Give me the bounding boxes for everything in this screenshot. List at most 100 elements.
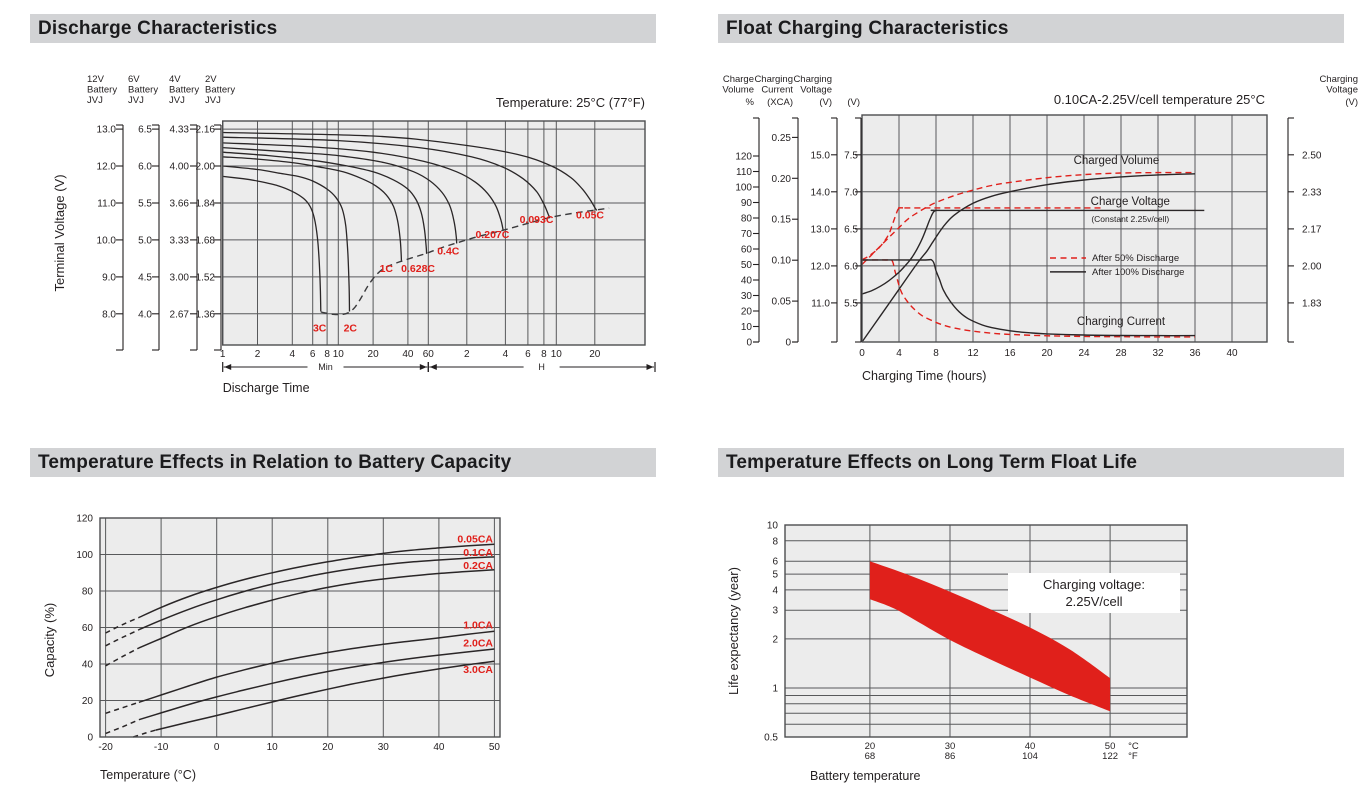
x-tick-label: 0	[214, 742, 220, 753]
y-scale-header: JVJ	[128, 95, 144, 106]
x-tick-label: 24	[1078, 348, 1090, 359]
y-tick-label: 0.20	[772, 174, 792, 185]
series-charging-current-50	[861, 258, 1195, 338]
y-scale-header: 12V	[87, 74, 105, 85]
y-tick-label: 0	[746, 338, 752, 349]
curve-label: 3C	[313, 323, 327, 335]
curve-label: 1.0CA	[463, 619, 493, 631]
y-scale-header: 2V	[205, 74, 217, 85]
x-tick-celsius: 40	[1025, 741, 1036, 752]
series-charged-volume-100	[861, 173, 1196, 343]
discharge-characteristics-chart: 12VBatteryJVJ13.012.011.010.09.08.06VBat…	[52, 74, 656, 395]
x-tick-label: 10	[333, 349, 345, 360]
y-axis-title: Capacity (%)	[42, 603, 57, 677]
section-header-temp-capacity: Temperature Effects in Relation to Batte…	[30, 448, 656, 477]
right-tick-label: 2.33	[1302, 187, 1322, 198]
curve-label: 2C	[344, 323, 358, 335]
series-label: (Constant 2.25v/cell)	[1091, 214, 1169, 224]
y-tick-label: 80	[741, 214, 753, 225]
y-tick-label: 11.0	[811, 298, 830, 309]
x-tick-label: 20	[368, 349, 380, 360]
float-life-chart: Charging voltage:2.25V/cell1086543210.52…	[726, 521, 1188, 783]
series-3.0CA-dashed	[133, 729, 156, 738]
series-0.628C	[222, 151, 428, 254]
y-tick-label: 100	[76, 550, 93, 561]
y-tick-label: 50	[741, 260, 753, 271]
y-scale-unit: (XCA)	[767, 97, 793, 108]
y-tick-label: 1.52	[196, 272, 216, 283]
section-header-discharge: Discharge Characteristics	[30, 14, 656, 43]
y-tick-label: 5.5	[844, 298, 858, 309]
float-charging-characteristics-chart: ChargeVolume%120110100908070605040302010…	[722, 74, 1358, 383]
y-tick-label: 0.5	[764, 733, 778, 744]
y-scale-header: Battery	[87, 85, 117, 96]
plot-border	[861, 114, 1268, 343]
plot-border	[99, 517, 501, 738]
y-tick-label: 100	[735, 183, 752, 194]
x-tick-label: -20	[98, 742, 113, 753]
x-tick-label: 16	[1004, 348, 1016, 359]
x-tick-fahrenheit: 122	[1102, 751, 1118, 762]
right-scale-header: Charging	[1319, 74, 1358, 85]
y-tick-label: 0.15	[772, 215, 792, 226]
right-tick-label: 2.17	[1302, 224, 1322, 235]
curve-label: 0.1CA	[463, 547, 493, 559]
x-tick-label: 2	[464, 349, 470, 360]
series-0.2CA	[138, 569, 495, 649]
x-tick-label: 10	[267, 742, 279, 753]
series-charge-voltage-50	[861, 207, 1103, 261]
y-axis-title: Terminal Voltage (V)	[52, 174, 67, 291]
y-tick-label: 70	[741, 229, 753, 240]
y-tick-label: 60	[82, 623, 94, 634]
curve-label: 3.0CA	[463, 664, 493, 676]
right-scale-header: Voltage	[1326, 85, 1358, 96]
y-scale-header: JVJ	[205, 95, 221, 106]
series-2.0CA	[138, 648, 495, 721]
x-tick-label: 20	[1041, 348, 1053, 359]
y-scale-unit: (V)	[847, 97, 860, 108]
x-tick-celsius: 30	[945, 741, 956, 752]
y-tick-label: 60	[741, 245, 753, 256]
y-tick-label: 6.0	[138, 162, 152, 173]
curve-label: 0.4C	[437, 245, 460, 257]
y-scale-header: 4V	[169, 74, 181, 85]
y-tick-label: 120	[735, 152, 752, 163]
x-tick-label: 4	[896, 348, 902, 359]
x-tick-celsius: 20	[865, 741, 876, 752]
x-tick-label: 2	[255, 349, 261, 360]
y-tick-label: 14.0	[811, 187, 831, 198]
curve-label: 1C	[380, 263, 394, 275]
curve-label: 0.628C	[401, 263, 435, 275]
series-0.05CA	[138, 543, 495, 619]
curve-label: 0.2CA	[463, 560, 493, 572]
series-3.0CA	[155, 660, 495, 731]
right-scale-unit: (V)	[1345, 97, 1358, 108]
series-label: Charge Voltage	[1091, 196, 1170, 208]
x-tick-label: 36	[1189, 348, 1201, 359]
x-tick-label: 8	[541, 349, 547, 360]
y-tick-label: 80	[82, 587, 94, 598]
y-tick-label: 1.68	[196, 235, 216, 246]
y-tick-label: 2.67	[170, 309, 190, 320]
y-tick-label: 20	[741, 307, 753, 318]
y-tick-label: 120	[76, 514, 93, 525]
x-tick-fahrenheit: 86	[945, 751, 956, 762]
x-tick-fahrenheit: 104	[1022, 751, 1038, 762]
y-tick-label: 2.00	[196, 162, 216, 173]
plot-border	[221, 120, 646, 346]
x-tick-label: 6	[525, 349, 531, 360]
y-tick-label: 1.84	[196, 199, 216, 210]
y-tick-label: 0.25	[772, 133, 792, 144]
celsius-unit-label: °C	[1128, 741, 1139, 752]
x-axis-title: Discharge Time	[223, 381, 310, 395]
y-scale-header: Charge	[723, 74, 754, 85]
series-1.0CA	[138, 630, 495, 704]
series-2C	[222, 165, 351, 312]
y-tick-label: 4.0	[138, 309, 152, 320]
series-0.2CA-dashed	[105, 647, 140, 667]
x-tick-label: 40	[433, 742, 445, 753]
legend-label: After 100% Discharge	[1092, 267, 1184, 278]
x-tick-label: 50	[489, 742, 501, 753]
y-scale-header: Current	[761, 85, 793, 96]
